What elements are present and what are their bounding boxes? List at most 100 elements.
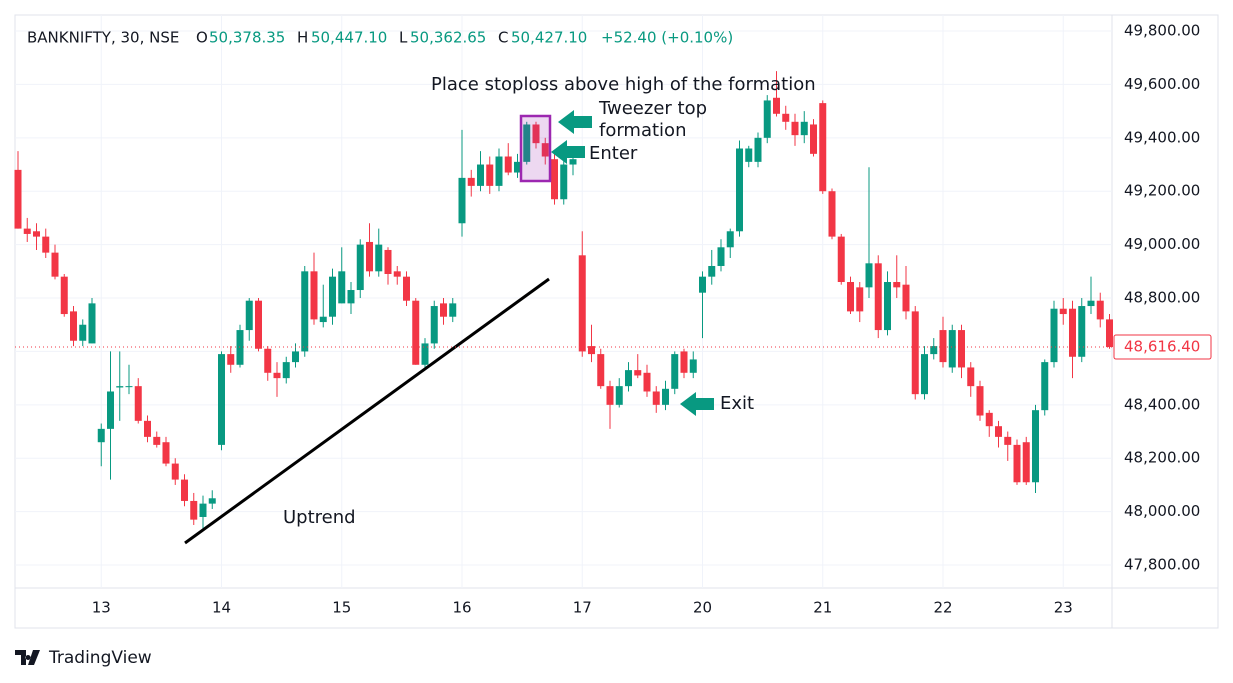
candle-body [921, 354, 928, 395]
x-tick-label: 16 [452, 599, 471, 617]
candle-body [930, 346, 938, 355]
y-tick-label: 48,200.00 [1124, 449, 1200, 467]
candle-body [1087, 300, 1095, 307]
candle-body [634, 370, 642, 376]
candle-body [14, 169, 22, 229]
candle-body [1032, 410, 1039, 483]
candle-body [662, 388, 669, 405]
candle-body [1059, 308, 1067, 315]
candle-body [736, 148, 743, 232]
y-tick-label: 47,800.00 [1124, 556, 1200, 574]
annotation: Place stoploss above high of the formati… [431, 74, 816, 95]
candle-body [995, 426, 1002, 437]
candle-body [578, 255, 586, 352]
candle-body [347, 290, 355, 304]
candle-body [717, 247, 725, 266]
annotation: formation [599, 120, 686, 141]
candle-body [412, 300, 420, 365]
candle-body [1022, 442, 1030, 483]
candle-body [745, 148, 753, 162]
ohlc-value: 50,427.10 [511, 29, 587, 47]
y-tick-label: 49,800.00 [1124, 22, 1200, 40]
candle-body [1096, 300, 1104, 320]
arrow [558, 110, 592, 134]
candle-body [1041, 362, 1049, 411]
candle-body [208, 498, 216, 504]
candle-body [1013, 444, 1021, 483]
candle-body [486, 164, 494, 186]
candle-body [1069, 308, 1076, 357]
ohlc-label: H [297, 29, 308, 47]
candle-body [782, 113, 790, 122]
last-price-box [1113, 334, 1212, 360]
y-tick-label: 49,000.00 [1124, 235, 1200, 253]
candle-body [292, 351, 299, 363]
candle-body [773, 97, 780, 114]
candle-body [856, 287, 864, 312]
brand: TradingView [48, 648, 152, 668]
x-tick-label: 14 [212, 599, 231, 617]
candle-body [319, 316, 327, 323]
arrow [680, 392, 714, 416]
candle-body [958, 330, 965, 368]
candle-body [125, 386, 133, 388]
ohlc-label: L [399, 29, 408, 47]
candles [14, 71, 1113, 531]
candle-body [800, 121, 808, 136]
candle-body [893, 282, 901, 288]
candle-body [329, 276, 336, 317]
formation-box [519, 114, 552, 183]
candle-body [264, 348, 272, 373]
candle-body [708, 265, 716, 277]
ohlc-value: 50,362.65 [410, 29, 486, 47]
candle-body [597, 354, 605, 387]
candle-body [440, 303, 447, 317]
candle-body [190, 500, 198, 520]
x-tick-label: 21 [813, 599, 832, 617]
candle-body [985, 412, 993, 427]
y-tick-label: 48,400.00 [1124, 395, 1200, 413]
annotation: Exit [720, 393, 754, 414]
candle-body [338, 271, 346, 304]
candle-body [218, 354, 225, 445]
candle-body [134, 386, 142, 421]
candle-body [625, 370, 632, 387]
candle-body [42, 236, 50, 253]
candle-body [162, 442, 170, 464]
candle-body [939, 330, 947, 363]
candle-body [884, 282, 891, 331]
candle-body [116, 386, 124, 388]
candle-body [726, 231, 734, 248]
candle-body [514, 161, 521, 173]
candle-body [615, 386, 623, 405]
candle-body [467, 177, 475, 186]
candle-body [310, 271, 318, 320]
ohlc-value: 50,378.35 [209, 29, 285, 47]
candle-body [88, 303, 96, 344]
candle-body [689, 359, 697, 373]
candle-body [671, 354, 679, 389]
candle-body [828, 191, 836, 237]
candle-body [532, 124, 540, 144]
candle-body [791, 121, 799, 136]
candle-body [366, 241, 373, 272]
candle-body [588, 346, 595, 355]
x-tick-label: 13 [92, 599, 111, 617]
y-tick-label: 49,200.00 [1124, 182, 1200, 200]
candle-body [458, 177, 466, 224]
candle-body [51, 252, 59, 277]
candle-body [477, 164, 484, 186]
x-tick-label: 17 [573, 599, 592, 617]
candle-body [763, 100, 771, 138]
candle-body [652, 391, 660, 405]
y-tick-label: 48,800.00 [1124, 289, 1200, 307]
frame [14, 14, 1219, 629]
change: +52.40 (+0.10%) [601, 29, 733, 47]
candle-body [1004, 436, 1012, 445]
candle-body [393, 271, 401, 277]
candle-body [606, 386, 614, 405]
candle-body [680, 351, 688, 373]
candle-body [643, 372, 651, 392]
header: BANKNIFTY, 30, NSE O 50,378.35 H 50,447.… [27, 29, 733, 47]
